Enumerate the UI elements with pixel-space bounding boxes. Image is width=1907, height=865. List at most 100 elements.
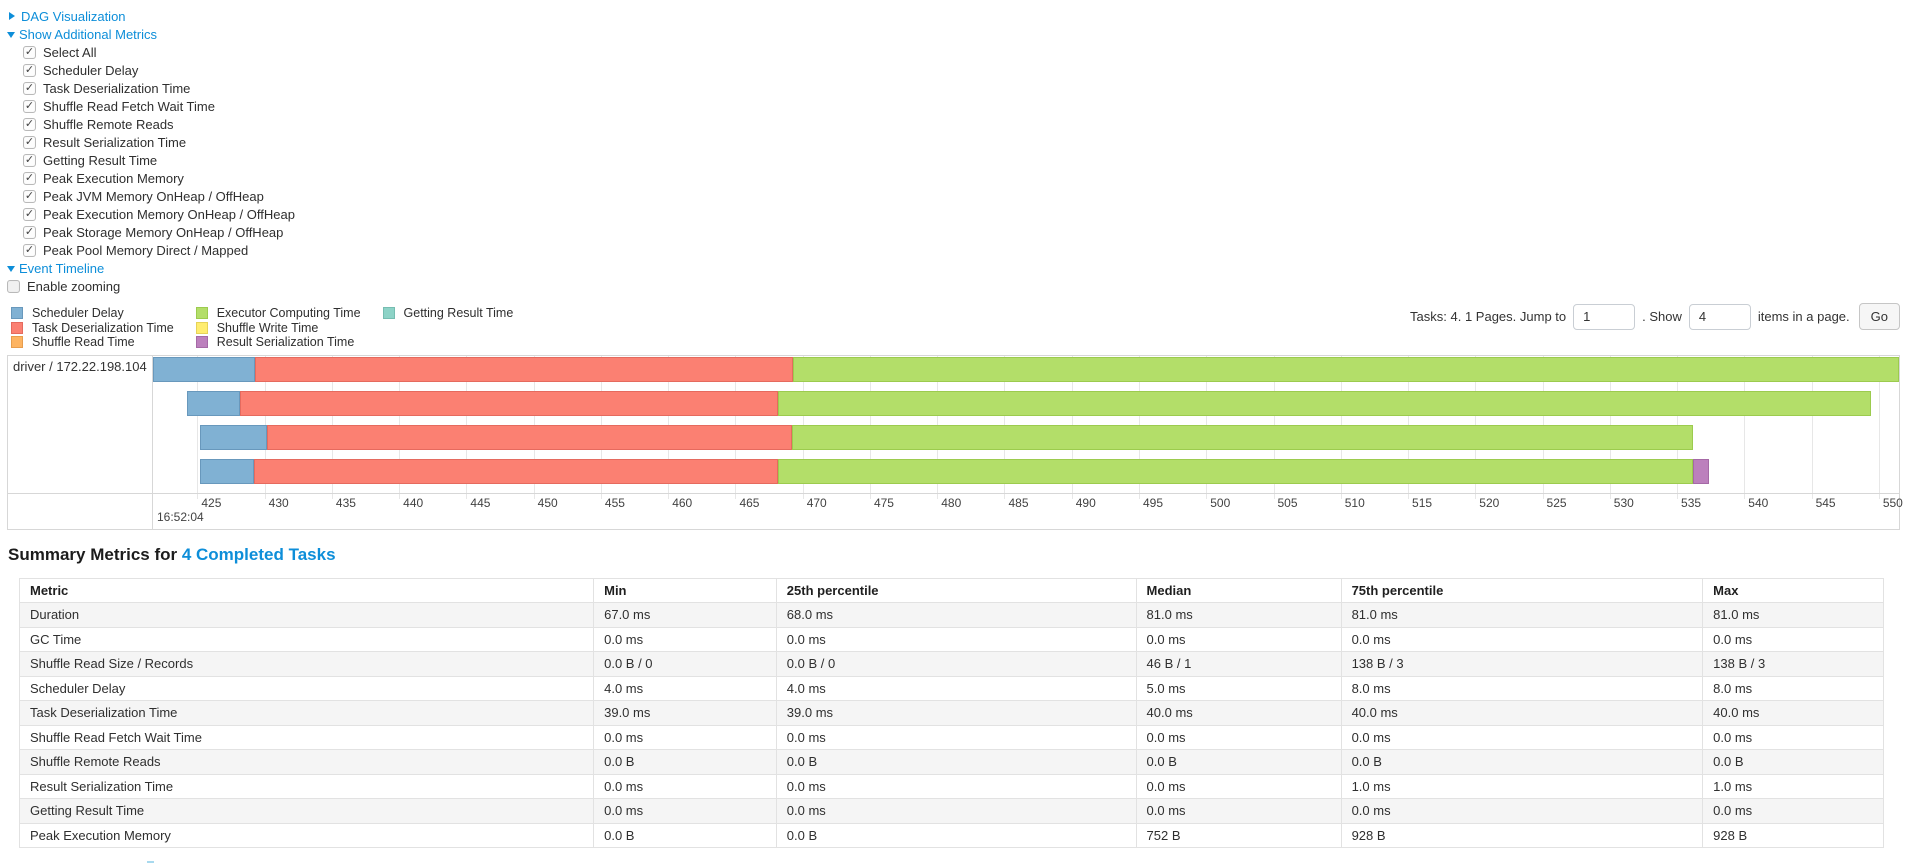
metric-value-cell: 0.0 B xyxy=(1702,749,1884,775)
additional-metrics-toggle[interactable]: Show Additional Metrics xyxy=(7,25,1900,43)
pagination-items-text: items in a page. xyxy=(1757,309,1850,324)
event-timeline-toggle[interactable]: Event Timeline xyxy=(7,259,1900,277)
legend-item-shuffle-read-time: Shuffle Read Time xyxy=(11,335,174,350)
metric-value-cell: 928 B xyxy=(1340,822,1704,848)
axis-tick-label: 445 xyxy=(470,495,491,510)
axis-tick-label: 535 xyxy=(1681,495,1702,510)
axis-tick-label: 500 xyxy=(1210,495,1231,510)
task-bar-segment-scheduler-delay[interactable] xyxy=(153,356,256,382)
enable-zooming-label: Enable zooming xyxy=(27,278,121,294)
checkbox-result-serialization-time[interactable]: ✓ xyxy=(23,135,36,149)
checkbox-label-peak-jvm-memory-onheap-offheap: Peak JVM Memory OnHeap / OffHeap xyxy=(43,188,264,204)
metric-value-cell: 0.0 B / 0 xyxy=(775,651,1137,677)
metric-name-cell: Getting Result Time xyxy=(18,798,595,824)
task-bar-segment-task-deserialization-time[interactable] xyxy=(255,356,794,382)
checkbox-peak-execution-memory-onheap-offheap[interactable]: ✓ xyxy=(23,207,36,221)
axis-tick-label: 450 xyxy=(537,495,558,510)
stage-detail-page: DAG Visualization Show Additional Metric… xyxy=(7,7,1903,863)
task-bar-segment-scheduler-delay[interactable] xyxy=(186,390,241,416)
metric-value-cell: 81.0 ms xyxy=(1135,602,1342,628)
task-bar-segment-scheduler-delay[interactable] xyxy=(200,424,268,450)
pagination-show-text: . Show xyxy=(1642,309,1682,324)
checkbox-peak-storage-memory-onheap-offheap[interactable]: ✓ xyxy=(23,225,36,239)
metric-checkbox-row: ✓ Result Serialization Time xyxy=(23,133,1900,151)
legend-item-executor-computing-time: Executor Computing Time xyxy=(195,306,361,321)
metric-checkbox-row: ✓ Select All xyxy=(23,43,1900,61)
task-bar-segment-task-deserialization-time[interactable] xyxy=(240,390,779,416)
metric-value-cell: 67.0 ms xyxy=(593,602,777,628)
column-header-75th-percentile: 75th percentile xyxy=(1340,577,1704,603)
metric-value-cell: 40.0 ms xyxy=(1702,700,1884,726)
task-bar-segment-task-deserialization-time[interactable] xyxy=(267,424,792,450)
checkbox-getting-result-time[interactable]: ✓ xyxy=(23,153,36,167)
checkbox-select-all[interactable]: ✓ xyxy=(23,45,36,59)
legend-swatch-getting-result-time xyxy=(382,307,395,320)
legend-label: Executor Computing Time xyxy=(216,306,361,321)
completed-tasks-link[interactable]: 4 Completed Tasks xyxy=(181,544,336,564)
checkbox-shuffle-remote-reads[interactable]: ✓ xyxy=(23,117,36,131)
metric-value-cell: 0.0 ms xyxy=(1340,626,1704,652)
metric-value-cell: 138 B / 3 xyxy=(1702,651,1884,677)
metric-checkbox-row: ✓ Scheduler Delay xyxy=(23,61,1900,79)
additional-metrics-link[interactable]: Show Additional Metrics xyxy=(19,26,158,42)
legend-swatch-scheduler-delay xyxy=(11,307,23,320)
table-row-getting-result-time: Getting Result Time 0.0 ms 0.0 ms 0.0 ms 0.0… xyxy=(18,798,1884,824)
timeline-x-axis: 16:52:04 425 430 435 440 445 450 455 460 465 470 4… xyxy=(153,494,1903,530)
task-bar-segment-executor-computing-time[interactable] xyxy=(791,424,1694,450)
metric-checkbox-row: ✓ Task Deserialization Time xyxy=(23,79,1900,97)
axis-tick-label: 430 xyxy=(268,495,289,510)
legend-item-getting-result-time: Getting Result Time xyxy=(382,306,514,321)
metric-value-cell: 0.0 ms xyxy=(1135,724,1342,750)
event-timeline-link[interactable]: Event Timeline xyxy=(19,260,105,276)
metric-value-cell: 0.0 B xyxy=(1340,749,1704,775)
axis-tick-label: 545 xyxy=(1815,495,1836,510)
column-header-25th-percentile: 25th percentile xyxy=(775,577,1137,603)
axis-tick-label: 530 xyxy=(1613,495,1634,510)
axis-tick-label: 525 xyxy=(1546,495,1567,510)
column-header-median: Median xyxy=(1135,577,1342,603)
metric-name-cell: Shuffle Remote Reads xyxy=(18,749,595,775)
dag-visualization-toggle[interactable]: DAG Visualization xyxy=(7,7,1900,25)
metric-value-cell: 752 B xyxy=(1135,822,1342,848)
column-header-min: Min xyxy=(593,577,777,603)
legend-label: Result Serialization Time xyxy=(216,335,355,350)
axis-tick-label: 440 xyxy=(403,495,424,510)
go-button[interactable]: Go xyxy=(1858,303,1900,330)
metric-value-cell: 0.0 ms xyxy=(775,626,1137,652)
checkbox-shuffle-read-fetch-wait-time[interactable]: ✓ xyxy=(23,99,36,113)
checkbox-label-shuffle-remote-reads: Shuffle Remote Reads xyxy=(43,116,174,132)
checkbox-task-deserialization-time[interactable]: ✓ xyxy=(23,81,36,95)
task-bar-segment-result-serialization-time[interactable] xyxy=(1693,458,1710,484)
metric-value-cell: 0.0 ms xyxy=(593,798,777,824)
task-bar-segment-executor-computing-time[interactable] xyxy=(778,458,1694,484)
metric-name-cell: Peak Execution Memory xyxy=(18,822,595,848)
axis-tick-label: 490 xyxy=(1075,495,1096,510)
legend-item-scheduler-delay: Scheduler Delay xyxy=(11,306,174,321)
axis-tick-label: 480 xyxy=(941,495,962,510)
checkbox-scheduler-delay[interactable]: ✓ xyxy=(23,63,36,77)
metric-name-cell: Duration xyxy=(18,602,595,628)
dag-visualization-link[interactable]: DAG Visualization xyxy=(21,8,126,24)
metric-value-cell: 0.0 ms xyxy=(1135,773,1342,799)
legend-label: Getting Result Time xyxy=(403,306,514,321)
checkbox-peak-pool-memory-direct-mapped[interactable]: ✓ xyxy=(23,243,36,257)
axis-major-time-label: 16:52:04 xyxy=(157,509,204,524)
enable-zooming-checkbox[interactable] xyxy=(7,279,20,293)
task-bar-segment-scheduler-delay[interactable] xyxy=(200,458,254,484)
jump-to-page-input[interactable] xyxy=(1573,303,1636,330)
metric-name-cell: Scheduler Delay xyxy=(18,675,595,701)
task-bar-segment-task-deserialization-time[interactable] xyxy=(253,458,779,484)
column-header-metric: Metric xyxy=(18,577,595,603)
table-row-shuffle-remote-reads: Shuffle Remote Reads 0.0 B 0.0 B 0.0 B 0.0 B… xyxy=(18,749,1884,775)
checkbox-peak-execution-memory[interactable]: ✓ xyxy=(23,171,36,185)
task-bar-segment-executor-computing-time[interactable] xyxy=(778,390,1871,416)
stray-pixel-artifact xyxy=(147,861,154,863)
metric-value-cell: 0.0 ms xyxy=(1340,724,1704,750)
metric-value-cell: 0.0 B xyxy=(1135,749,1342,775)
axis-tick-label: 470 xyxy=(806,495,827,510)
checkbox-peak-jvm-memory-onheap-offheap[interactable]: ✓ xyxy=(23,189,36,203)
items-per-page-input[interactable] xyxy=(1688,303,1751,330)
task-bar-segment-executor-computing-time[interactable] xyxy=(793,356,1899,382)
axis-tick-label: 550 xyxy=(1882,495,1903,510)
axis-tick-label: 540 xyxy=(1748,495,1769,510)
